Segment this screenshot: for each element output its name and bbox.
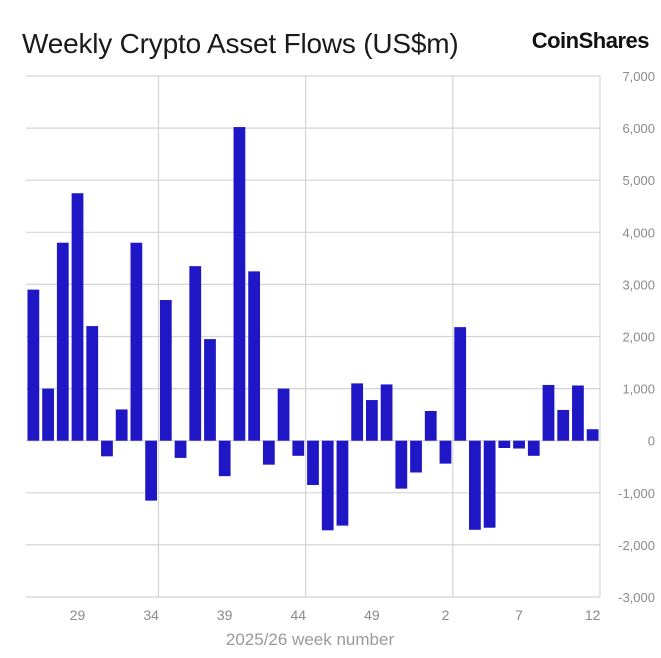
x-tick-label: 7 [515, 607, 523, 623]
y-tick-label: 6,000 [622, 121, 655, 136]
bar-week-5 [483, 440, 496, 528]
brand-logo: CoinShares [531, 28, 650, 53]
bar-week-34 [145, 440, 157, 501]
bar-week-9 [542, 384, 555, 441]
bar-week-33 [130, 242, 143, 441]
x-tick-label: 44 [290, 607, 306, 623]
y-tick-label: -3,000 [618, 590, 655, 605]
bar-week-27 [42, 388, 54, 441]
bar-week-43 [277, 388, 290, 441]
bar-week-32 [115, 409, 128, 441]
bar-week-41 [248, 271, 261, 441]
bar-week-12 [586, 429, 599, 441]
bar-week-39 [218, 440, 231, 477]
bar-week-30 [86, 326, 99, 441]
bar-week-7 [513, 440, 525, 449]
bar-week-1 [424, 411, 437, 441]
bar-week-51 [395, 440, 408, 489]
x-tick-label: 34 [143, 607, 159, 623]
y-tick-label: 3,000 [622, 277, 655, 292]
y-tick-label: -2,000 [618, 538, 655, 553]
bar-week-47 [336, 440, 349, 526]
bar-week-50 [380, 384, 393, 441]
bars [27, 127, 599, 531]
bar-week-37 [189, 266, 202, 441]
bar-week-45 [307, 440, 319, 485]
bar-week-28 [56, 242, 69, 441]
bar-week-38 [204, 339, 216, 441]
bar-week-4 [469, 440, 481, 530]
bar-week-44 [292, 440, 305, 456]
bar-week-42 [262, 440, 275, 465]
bar-week-46 [321, 440, 334, 531]
y-tick-label: 2,000 [622, 330, 655, 345]
x-tick-label: 39 [217, 607, 233, 623]
bar-week-36 [174, 440, 187, 458]
grid [26, 75, 601, 598]
x-tick-label: 2 [442, 607, 450, 623]
y-tick-label: 4,000 [622, 225, 655, 240]
x-axis-label: 2025/26 week number [225, 630, 395, 649]
bar-week-8 [527, 440, 540, 456]
bar-week-10 [557, 409, 570, 441]
bar-week-40 [233, 127, 246, 441]
bar-week-35 [159, 300, 172, 441]
y-tick-label: -1,000 [618, 486, 655, 501]
bar-week-3 [454, 327, 467, 441]
x-tick-label: 29 [70, 607, 86, 623]
bar-week-48 [351, 383, 364, 441]
y-tick-label: 7,000 [622, 69, 655, 84]
bar-week-2 [439, 440, 452, 464]
bar-week-52 [410, 440, 422, 473]
x-axis: 29 34 39 44 49 2 7 12 [70, 607, 601, 623]
bar-week-31 [101, 440, 113, 457]
bar-week-49 [365, 400, 378, 441]
y-axis: 7,000 6,000 5,000 4,000 3,000 2,000 1,000 0 -1,0… [618, 69, 655, 605]
x-tick-label: 12 [585, 607, 601, 623]
y-tick-label: 5,000 [622, 173, 655, 188]
y-tick-label: 1,000 [622, 382, 655, 397]
bar-week-11 [572, 385, 584, 441]
x-tick-label: 49 [364, 607, 380, 623]
chart-title: Weekly Crypto Asset Flows (US$m) [22, 28, 459, 59]
bar-week-26 [27, 289, 40, 441]
bar-week-29 [71, 193, 84, 441]
y-tick-label: 0 [648, 434, 655, 449]
bar-week-6 [498, 440, 511, 448]
